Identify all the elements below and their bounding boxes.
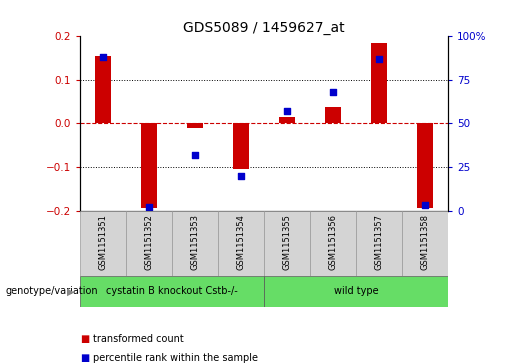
Point <box>99 54 107 60</box>
Bar <box>141 123 157 208</box>
Point <box>145 204 153 210</box>
Bar <box>95 56 111 123</box>
Bar <box>264 211 310 276</box>
Title: GDS5089 / 1459627_at: GDS5089 / 1459627_at <box>183 21 345 35</box>
Text: ▶: ▶ <box>67 286 75 296</box>
Bar <box>371 43 387 123</box>
Text: wild type: wild type <box>334 286 379 296</box>
Bar <box>417 123 433 208</box>
Point <box>191 152 199 158</box>
Text: cystatin B knockout Cstb-/-: cystatin B knockout Cstb-/- <box>106 286 238 296</box>
Bar <box>80 211 126 276</box>
Text: GSM1151357: GSM1151357 <box>374 214 384 270</box>
Point <box>237 173 245 179</box>
Point <box>421 203 429 208</box>
Point <box>283 108 291 114</box>
Point <box>375 56 383 62</box>
Bar <box>218 211 264 276</box>
Text: genotype/variation: genotype/variation <box>5 286 98 296</box>
Bar <box>325 107 341 123</box>
Bar <box>80 276 264 307</box>
Text: GSM1151353: GSM1151353 <box>191 214 199 270</box>
Text: GSM1151352: GSM1151352 <box>144 214 153 270</box>
Bar <box>356 211 402 276</box>
Bar <box>126 211 172 276</box>
Bar <box>310 211 356 276</box>
Text: GSM1151356: GSM1151356 <box>329 214 337 270</box>
Text: percentile rank within the sample: percentile rank within the sample <box>93 352 258 363</box>
Bar <box>402 211 448 276</box>
Text: ■: ■ <box>80 334 89 344</box>
Bar <box>279 117 295 123</box>
Bar <box>264 276 448 307</box>
Text: GSM1151355: GSM1151355 <box>282 214 291 270</box>
Text: GSM1151354: GSM1151354 <box>236 214 246 270</box>
Text: ■: ■ <box>80 352 89 363</box>
Text: GSM1151351: GSM1151351 <box>98 214 107 270</box>
Point <box>329 89 337 95</box>
Bar <box>172 211 218 276</box>
Text: GSM1151358: GSM1151358 <box>421 214 430 270</box>
Bar <box>233 123 249 169</box>
Text: transformed count: transformed count <box>93 334 183 344</box>
Bar <box>187 123 203 128</box>
